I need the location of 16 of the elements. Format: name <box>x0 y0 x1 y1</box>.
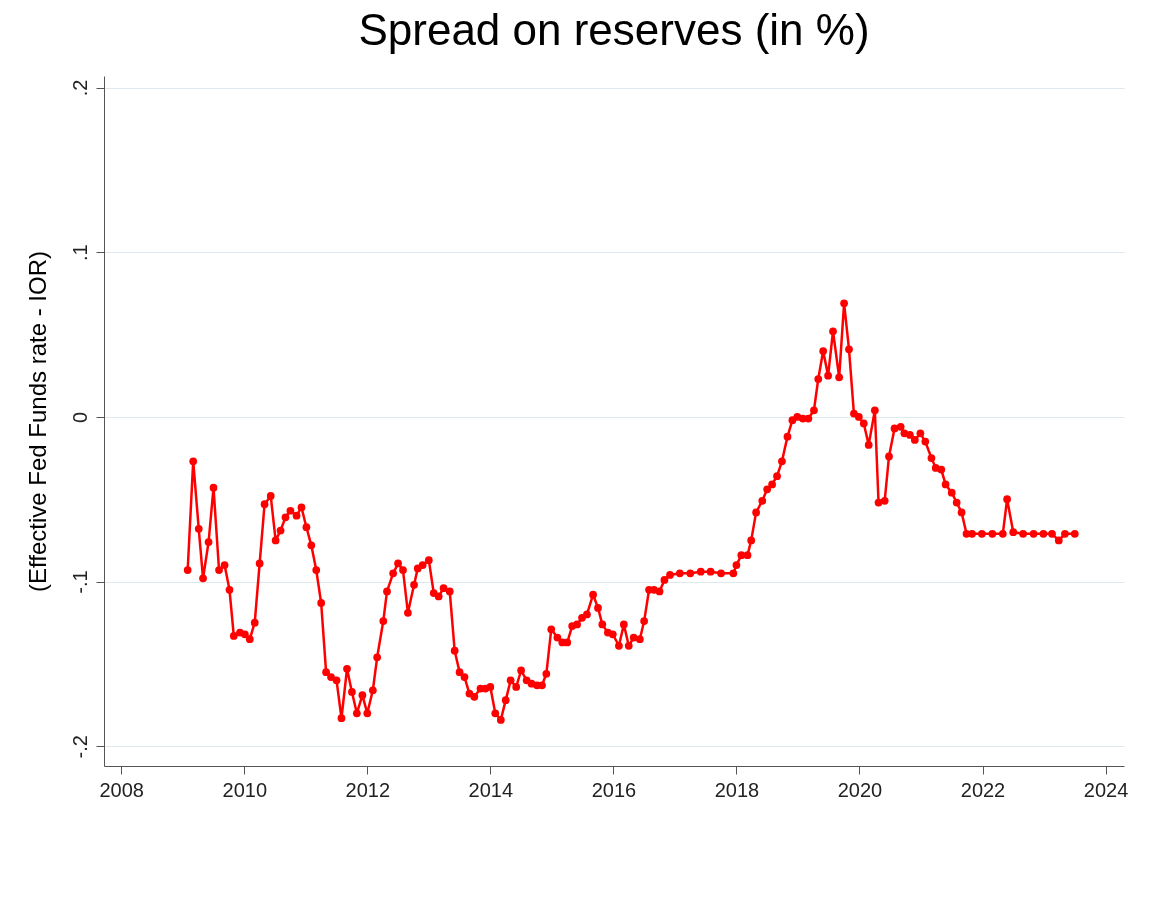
y-tick-label: -.2 <box>68 735 91 759</box>
x-tick-label: 2020 <box>837 778 883 801</box>
x-tick-label: 2022 <box>960 778 1006 801</box>
y-axis-title: (Effective Fed Funds rate - IOR) <box>23 250 51 593</box>
x-tick-label: 2024 <box>1083 778 1129 801</box>
y-tick-label: .1 <box>68 244 91 262</box>
x-tick-label: 2018 <box>714 778 760 801</box>
x-tick-label: 2010 <box>222 778 268 801</box>
y-tick-label: -.1 <box>68 570 91 594</box>
x-tick-label: 2016 <box>591 778 637 801</box>
y-tick-label: 0 <box>68 411 91 423</box>
y-tick-label: .2 <box>68 79 91 97</box>
x-tick-label: 2008 <box>99 778 144 801</box>
x-tick-label: 2014 <box>468 778 514 801</box>
chart-title: Spread on reserves (in %) <box>358 5 870 54</box>
x-tick-label: 2012 <box>345 778 391 801</box>
